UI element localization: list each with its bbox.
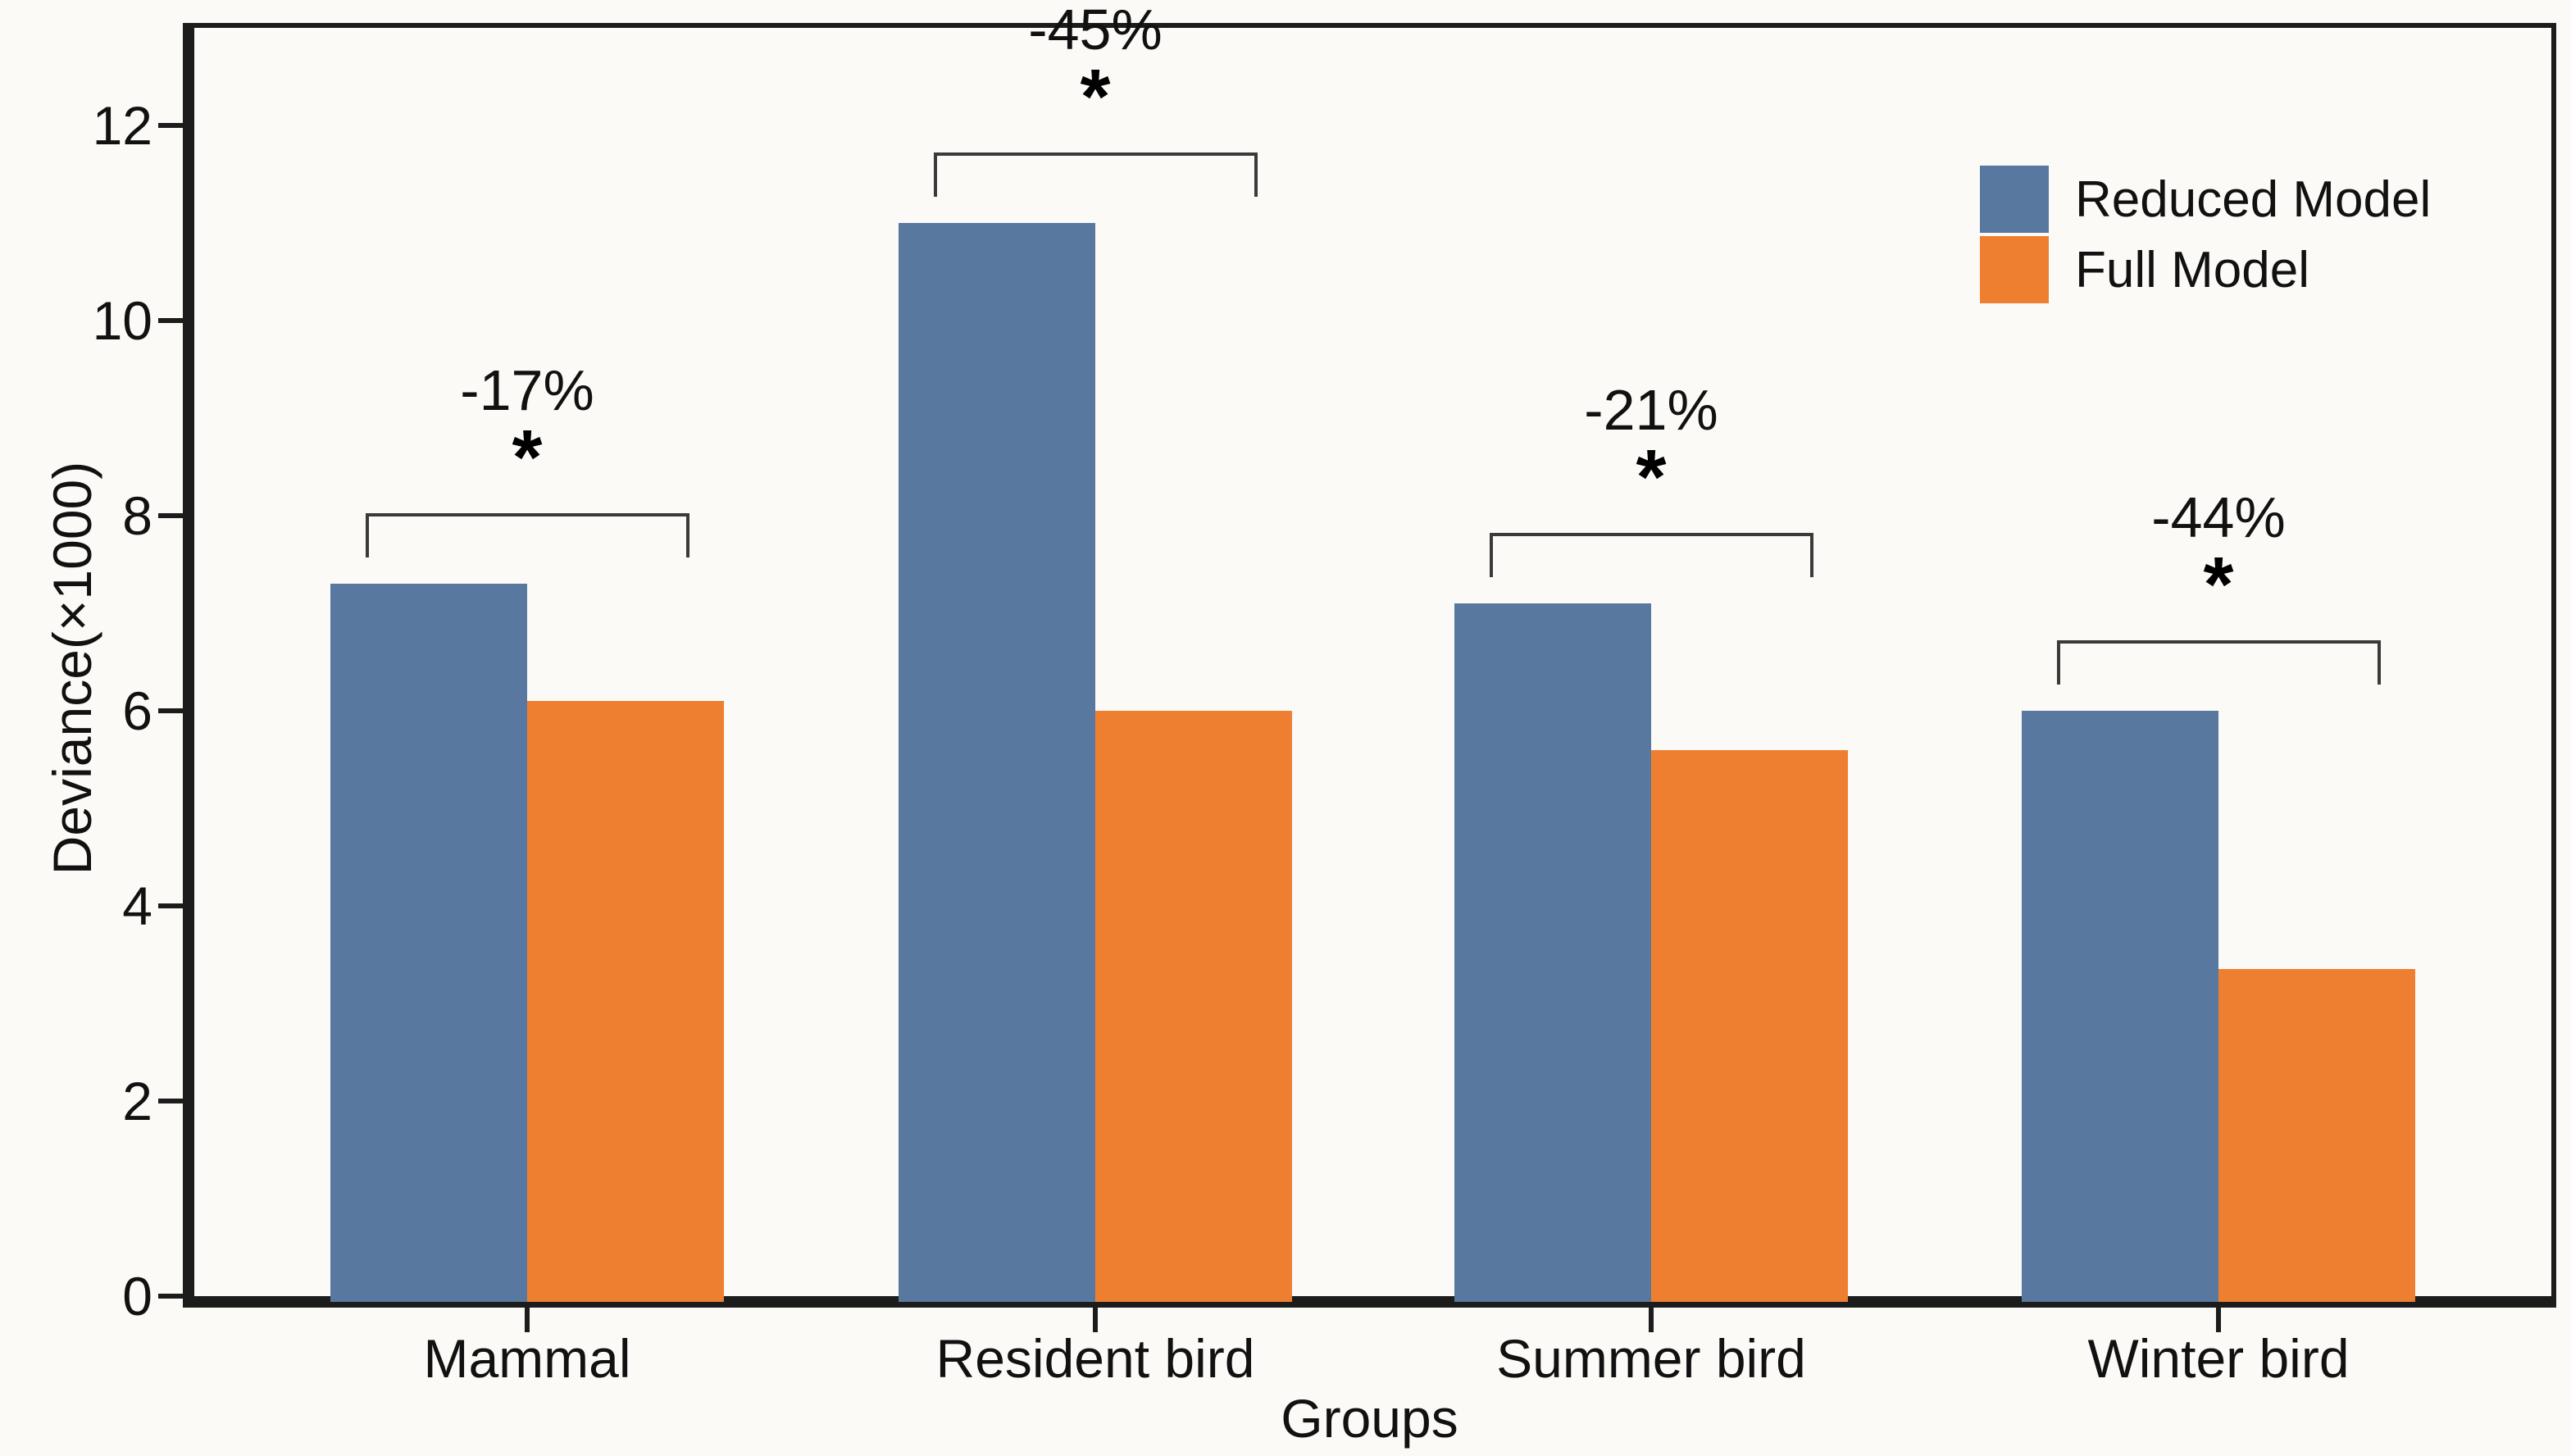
y-tick-label-8: 8	[122, 485, 152, 546]
x-tick-mark-3	[2216, 1308, 2221, 1332]
percent-change-label-1: -45%	[1028, 0, 1163, 61]
bar-full-model-summer-bird	[1651, 749, 1848, 1302]
y-tick-label-0: 0	[122, 1266, 152, 1326]
significance-bracket-2	[1489, 533, 1813, 578]
significance-bracket-3	[2056, 640, 2381, 685]
x-tick-label-resident-bird: Resident bird	[935, 1328, 1255, 1389]
bar-reduced-model-winter-bird	[2022, 711, 2218, 1302]
significance-asterisk-1: *	[1080, 53, 1111, 140]
legend-item-full-model: Full Model	[1980, 236, 2431, 303]
x-tick-label-winter-bird: Winter bird	[2087, 1328, 2350, 1389]
legend-swatch-full-model	[1980, 236, 2049, 303]
x-tick-mark-1	[1093, 1308, 1098, 1332]
bar-full-model-mammal	[527, 701, 724, 1302]
y-tick-mark-2	[158, 1099, 183, 1103]
y-tick-label-10: 10	[92, 290, 152, 351]
significance-bracket-1	[933, 152, 1258, 197]
significance-bracket-0	[365, 513, 689, 558]
legend-item-reduced-model: Reduced Model	[1980, 166, 2431, 233]
significance-asterisk-3: *	[2203, 541, 2234, 628]
y-tick-label-12: 12	[92, 95, 152, 156]
legend-label: Full Model	[2075, 241, 2309, 298]
x-tick-label-summer-bird: Summer bird	[1496, 1328, 1806, 1389]
legend-label: Reduced Model	[2075, 171, 2432, 228]
y-tick-mark-12	[158, 123, 183, 128]
plot-area	[183, 23, 2556, 1308]
bar-full-model-winter-bird	[2218, 969, 2415, 1302]
y-tick-mark-4	[158, 903, 183, 908]
bar-reduced-model-mammal	[330, 584, 527, 1302]
y-tick-mark-0	[158, 1294, 183, 1299]
x-tick-label-mammal: Mammal	[423, 1328, 631, 1389]
bar-reduced-model-summer-bird	[1454, 603, 1651, 1302]
bar-full-model-resident-bird	[1095, 711, 1292, 1302]
y-tick-label-6: 6	[122, 680, 152, 741]
significance-asterisk-2: *	[1636, 434, 1667, 521]
bar-reduced-model-resident-bird	[899, 223, 1095, 1302]
percent-change-label-2: -21%	[1584, 378, 1718, 443]
legend: Reduced Model Full Model	[1980, 166, 2431, 307]
y-tick-mark-10	[158, 318, 183, 323]
y-tick-mark-6	[158, 708, 183, 713]
significance-asterisk-0: *	[512, 414, 543, 502]
x-tick-mark-0	[525, 1308, 530, 1332]
y-tick-mark-8	[158, 513, 183, 518]
x-axis-title: Groups	[1281, 1388, 1458, 1449]
y-tick-label-2: 2	[122, 1071, 152, 1131]
legend-swatch-reduced-model	[1980, 166, 2049, 233]
y-tick-label-4: 4	[122, 876, 152, 936]
x-tick-mark-2	[1649, 1308, 1654, 1332]
percent-change-label-3: -44%	[2151, 485, 2286, 549]
percent-change-label-0: -17%	[460, 358, 594, 423]
